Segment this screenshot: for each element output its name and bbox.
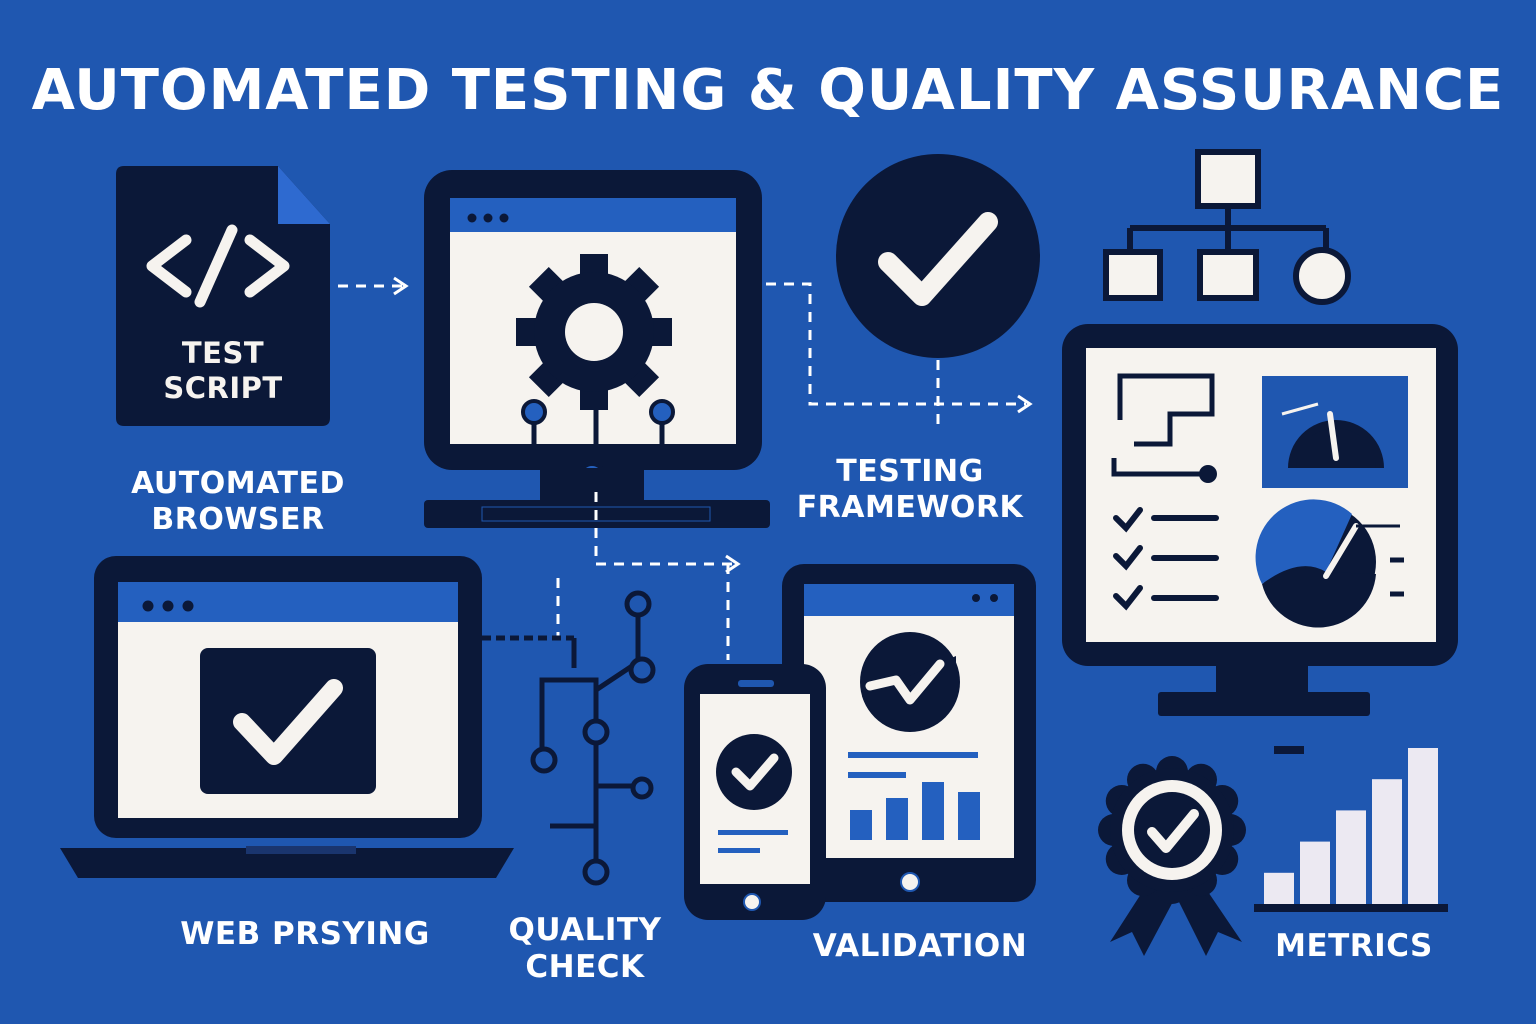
circuit-icon — [530, 590, 656, 886]
dashboard-monitor-icon — [1062, 324, 1458, 716]
metric-bar — [1336, 810, 1366, 904]
check-circle-icon — [836, 154, 1040, 358]
hierarchy-icon — [1103, 149, 1351, 305]
code-file-icon — [116, 166, 330, 426]
metric-bar — [1300, 841, 1330, 904]
flow-arrow — [725, 554, 741, 574]
automated-browser-label-line1: AUTOMATED — [131, 466, 345, 501]
validation-label: VALIDATION — [812, 928, 1028, 964]
test-script-label-line2: SCRIPT — [163, 370, 283, 405]
badge-icon — [1098, 756, 1246, 956]
quality-check-label-line1: QUALITY — [508, 912, 662, 948]
laptop-check-icon — [60, 556, 514, 878]
test-script-label-line1: TEST — [181, 336, 265, 370]
metrics-label: METRICS — [1275, 928, 1433, 964]
quality-check-label-line2: CHECK — [525, 949, 645, 986]
testing-framework-label-line1: TESTING — [836, 454, 984, 489]
page-title: AUTOMATED TESTING & QUALITY ASSURANCE — [31, 58, 1505, 123]
flow-arrow — [1017, 394, 1033, 414]
checklist — [1113, 507, 1219, 611]
web-testing-label: WEB PRSYING — [180, 916, 430, 952]
metric-bar — [1264, 872, 1294, 904]
bar-chart-icon — [1254, 746, 1448, 912]
flow-arrow — [556, 282, 1026, 660]
flow-arrow — [338, 276, 409, 296]
metric-bar — [1408, 748, 1438, 904]
testing-framework-label-line2: FRAMEWORK — [796, 490, 1024, 525]
metric-bar — [1372, 779, 1402, 904]
gear-monitor-icon — [424, 170, 770, 528]
automated-browser-label-line2: BROWSER — [151, 502, 325, 537]
devices-icon — [684, 564, 1036, 920]
